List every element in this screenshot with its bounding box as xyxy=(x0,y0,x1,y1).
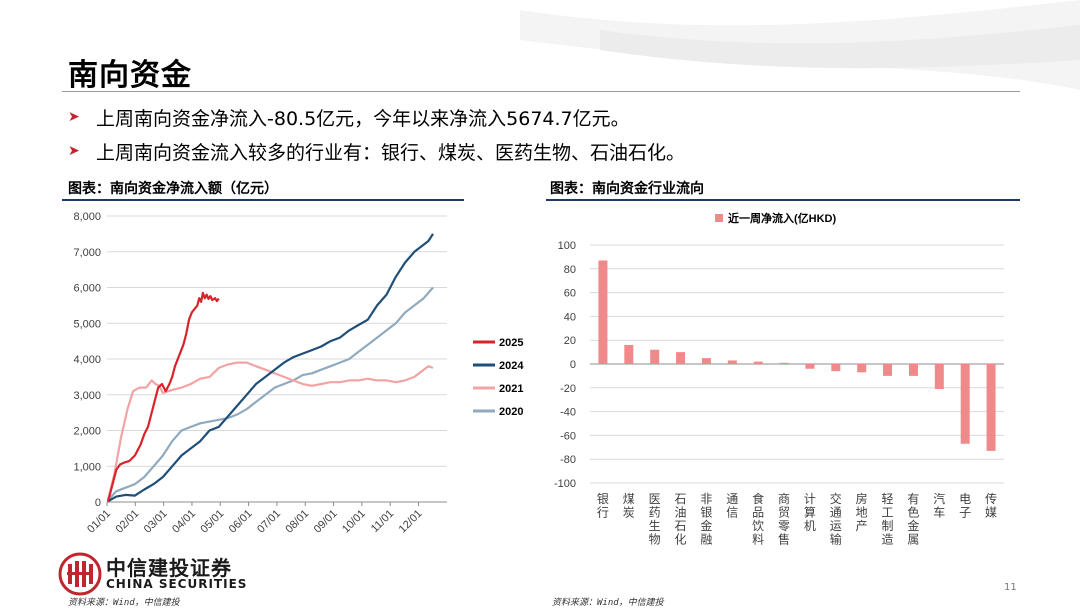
y-tick-label: 4,000 xyxy=(73,354,101,366)
y-tick-label: -20 xyxy=(560,383,576,395)
category-label: 交通运输 xyxy=(830,491,842,547)
industry-flow-bar-chart: 100 80 60 40 20 0 -20 -40 -60 -80 -100 近一周净流入(亿HKD)… xyxy=(554,211,1004,547)
x-tick-label: 05/01 xyxy=(198,508,226,536)
china-securities-logo-icon xyxy=(58,552,102,596)
category-label: 计算机 xyxy=(804,492,816,533)
bar xyxy=(857,364,867,373)
y-tick-label: -100 xyxy=(554,478,576,490)
legend-label-2021: 2021 xyxy=(499,383,523,395)
category-label: 商贸零售 xyxy=(778,491,790,547)
y-tick-label: -80 xyxy=(560,454,576,466)
y-tick-label: 80 xyxy=(564,264,576,276)
title-divider xyxy=(62,91,1020,92)
bar xyxy=(883,364,893,376)
bullet-text: 上周南向资金净流入-80.5亿元，今年以来净流入5674.7亿元。 xyxy=(96,107,630,130)
southbound-net-inflow-line-chart: 0 1,000 2,000 3,000 4,000 5,000 6,000 7,000 8,00… xyxy=(73,211,524,536)
legend-label: 近一周净流入(亿HKD) xyxy=(728,211,836,225)
series-line-2025 xyxy=(106,291,220,502)
arrow-bullet-icon: ➤ xyxy=(68,143,80,159)
logo-english-name: CHINA SECURITIES xyxy=(106,577,248,591)
bar-chart-title: 图表：南向资金行业流向 xyxy=(550,181,704,197)
bar xyxy=(624,344,634,364)
y-tick-label: 0 xyxy=(570,359,576,371)
series-line-2021 xyxy=(106,361,434,501)
x-tick-label: 12/01 xyxy=(397,508,425,536)
bar xyxy=(908,364,918,376)
caption-divider-right xyxy=(546,199,1020,201)
y-tick-label: 7,000 xyxy=(73,247,101,259)
page-number: 11 xyxy=(1004,582,1017,593)
background-swoosh xyxy=(520,0,1080,90)
caption-divider-left xyxy=(62,199,464,201)
legend-label-2025: 2025 xyxy=(499,337,523,349)
bar xyxy=(986,364,996,451)
bullet-text: 上周南向资金流入较多的行业有：银行、煤炭、医药生物、石油石化。 xyxy=(96,141,686,164)
x-tick-label: 10/01 xyxy=(340,508,368,536)
x-tick-label: 01/01 xyxy=(85,508,113,536)
category-label: 医药生物 xyxy=(649,492,661,547)
legend-label-2024: 2024 xyxy=(499,360,524,372)
y-tick-label: 100 xyxy=(558,240,576,252)
bar xyxy=(960,364,970,444)
arrow-bullet-icon: ➤ xyxy=(68,109,80,125)
category-label: 电子 xyxy=(959,492,971,520)
source-note-left: 资料来源：Wind，中信建投 xyxy=(68,598,180,608)
category-label: 有色金属 xyxy=(907,492,919,547)
bar xyxy=(650,349,660,364)
category-label: 传媒 xyxy=(985,491,997,520)
bar xyxy=(934,364,944,389)
y-tick-label: 20 xyxy=(564,335,576,347)
x-tick-label: 04/01 xyxy=(170,508,198,536)
bar xyxy=(779,362,789,364)
legend-swatch xyxy=(715,214,723,222)
category-label: 非银金融 xyxy=(700,492,712,547)
series-line-2024 xyxy=(107,233,434,503)
y-tick-label: 60 xyxy=(564,288,576,300)
y-tick-label: 40 xyxy=(564,311,576,323)
page-title: 南向资金 xyxy=(68,58,192,93)
source-note-right: 资料来源：Wind，中信建投 xyxy=(552,598,664,608)
bullet-item: ➤ 上周南向资金净流入-80.5亿元，今年以来净流入5674.7亿元。 xyxy=(68,100,685,134)
bar xyxy=(831,364,841,372)
y-tick-label: 2,000 xyxy=(73,426,101,438)
category-label: 食品饮料 xyxy=(752,491,764,547)
x-tick-label: 11/01 xyxy=(369,508,396,535)
bullet-item: ➤ 上周南向资金流入较多的行业有：银行、煤炭、医药生物、石油石化。 xyxy=(68,134,685,168)
category-label: 银行 xyxy=(597,492,609,520)
x-tick-label: 03/01 xyxy=(142,508,170,536)
x-tick-label: 06/01 xyxy=(227,508,255,536)
x-tick-label: 09/01 xyxy=(312,508,340,536)
y-tick-label: 5,000 xyxy=(73,318,101,330)
bullet-list: ➤ 上周南向资金净流入-80.5亿元，今年以来净流入5674.7亿元。 ➤ 上周… xyxy=(68,100,685,168)
bar xyxy=(701,358,711,364)
y-tick-label: 3,000 xyxy=(73,390,101,402)
category-label: 煤炭 xyxy=(623,492,635,520)
category-label: 通信 xyxy=(726,492,738,520)
bar xyxy=(676,352,686,364)
category-label: 轻工制造 xyxy=(882,492,894,547)
category-label: 汽车 xyxy=(933,491,945,520)
y-tick-label: 1,000 xyxy=(73,461,101,473)
category-label: 石油石化 xyxy=(675,492,687,547)
y-tick-label: 8,000 xyxy=(73,211,101,223)
series-line-2020 xyxy=(107,286,434,501)
y-tick-label: -40 xyxy=(560,407,576,419)
x-tick-label: 07/01 xyxy=(255,508,283,536)
category-label: 房地产 xyxy=(856,491,868,533)
line-chart-title: 图表：南向资金净流入额（亿元） xyxy=(68,181,278,197)
bar xyxy=(598,260,608,364)
x-tick-label: 02/01 xyxy=(113,508,141,536)
bar xyxy=(805,364,815,369)
bar xyxy=(753,361,763,364)
y-tick-label: 6,000 xyxy=(73,283,101,295)
legend-label-2020: 2020 xyxy=(499,406,523,418)
y-tick-label: -60 xyxy=(560,430,576,442)
x-tick-label: 08/01 xyxy=(283,508,311,536)
logo-chinese-name: 中信建投证券 xyxy=(106,556,232,580)
bar xyxy=(727,360,737,364)
y-tick-label: 0 xyxy=(95,497,101,509)
